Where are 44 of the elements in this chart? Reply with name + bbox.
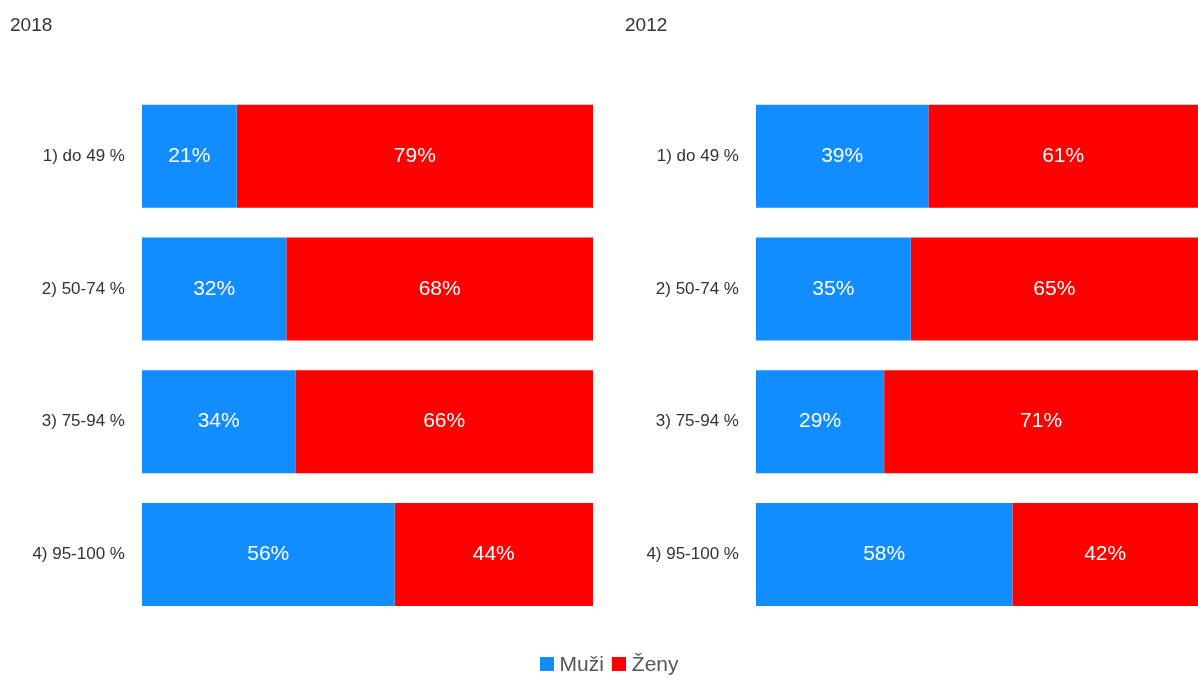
data-label: 65%	[1033, 275, 1076, 299]
data-label: 56%	[247, 541, 290, 565]
bar	[142, 502, 395, 606]
data-label: 42%	[1084, 541, 1127, 565]
data-label: 44%	[472, 541, 515, 565]
data-label: 32%	[193, 275, 236, 299]
y-tick-label: 4) 95-100 %	[32, 544, 125, 564]
data-label: 34%	[197, 408, 240, 432]
bar	[142, 237, 287, 341]
bar	[286, 237, 593, 341]
legend-label: Muži	[559, 652, 604, 676]
y-tick-label: 2) 50-74 %	[655, 278, 739, 298]
bar	[295, 370, 593, 474]
data-label: 68%	[418, 275, 461, 299]
bar	[394, 502, 593, 606]
data-label: 58%	[863, 541, 906, 565]
data-label: 79%	[393, 142, 436, 166]
bar	[756, 370, 885, 474]
bar	[1012, 502, 1198, 606]
data-label: 21%	[168, 142, 211, 166]
bar	[756, 104, 929, 208]
y-tick-label: 2) 50-74 %	[41, 278, 125, 298]
chart-title: 2018	[10, 13, 53, 35]
y-tick-label: 1) do 49 %	[42, 145, 125, 165]
bar	[928, 104, 1198, 208]
legend-label: Ženy	[631, 652, 679, 676]
data-label: 35%	[812, 275, 855, 299]
data-label: 39%	[821, 142, 864, 166]
y-tick-label: 4) 95-100 %	[646, 544, 739, 564]
data-label: 61%	[1042, 142, 1085, 166]
y-tick-label: 3) 75-94 %	[655, 411, 739, 431]
y-tick-label: 3) 75-94 %	[41, 411, 125, 431]
bar	[910, 237, 1198, 341]
data-label: 66%	[423, 408, 466, 432]
bar	[756, 502, 1013, 606]
data-label: 71%	[1020, 408, 1063, 432]
bar	[756, 237, 911, 341]
bar	[142, 104, 237, 208]
bar	[884, 370, 1198, 474]
bar	[142, 370, 296, 474]
chart-title: 2012	[625, 13, 668, 35]
bar	[236, 104, 593, 208]
y-tick-label: 1) do 49 %	[656, 145, 739, 165]
data-label: 29%	[799, 408, 842, 432]
